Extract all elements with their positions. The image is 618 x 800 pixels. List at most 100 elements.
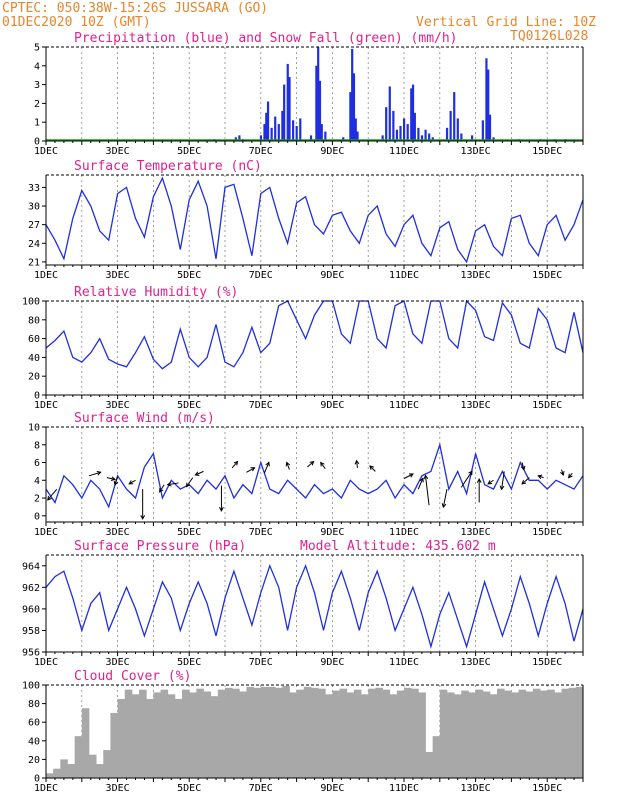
precip-bar xyxy=(259,135,262,141)
cloud-bar xyxy=(461,690,469,778)
x-tick-label: 15DEC xyxy=(532,146,562,157)
cloud-bar xyxy=(60,759,68,778)
y-tick-label: 5 xyxy=(34,43,40,54)
y-tick-label: 27 xyxy=(28,220,40,231)
cloud-bar xyxy=(239,691,247,778)
wind-arrow xyxy=(521,462,525,470)
precip-bar xyxy=(431,137,434,141)
cloud-bar xyxy=(167,694,176,778)
wind-arrow xyxy=(442,489,448,508)
cloud-bar xyxy=(389,694,398,778)
cloud-bar xyxy=(561,688,570,778)
wind-arrow-head xyxy=(487,480,493,485)
cloud-bar xyxy=(382,689,391,778)
wind-arrow xyxy=(246,467,255,473)
panel-title: Relative Humidity (%) xyxy=(74,285,238,300)
precip-bar xyxy=(488,114,492,141)
wind-arrow-head xyxy=(219,507,224,512)
y-tick-label: 60 xyxy=(28,334,40,345)
cloud-bar xyxy=(411,688,419,778)
series-line xyxy=(45,563,584,650)
cloud-bar xyxy=(124,689,133,778)
y-tick-label: 80 xyxy=(28,699,40,710)
x-tick-label: 11DEC xyxy=(389,270,419,281)
cloud-bar xyxy=(525,691,534,778)
x-tick-label: 7DEC xyxy=(249,400,273,411)
y-tick-label: 958 xyxy=(22,626,40,637)
wind-arrow xyxy=(106,477,116,480)
wind-arrow xyxy=(47,488,58,501)
x-tick-label: 9DEC xyxy=(320,400,344,411)
wind-arrow xyxy=(417,478,424,490)
wind-arrow xyxy=(231,461,238,469)
wind-arrow-head xyxy=(110,476,116,481)
cloud-bar xyxy=(432,736,441,778)
cloud-bar xyxy=(117,698,126,778)
precip-bar xyxy=(428,133,431,141)
wind-arrow xyxy=(460,470,473,488)
cloud-bar xyxy=(504,690,512,778)
y-tick-label: 24 xyxy=(28,239,40,250)
y-tick-label: 964 xyxy=(22,561,40,572)
x-tick-label: 7DEC xyxy=(249,783,273,794)
wind-arrow-head xyxy=(521,479,527,485)
wind-arrow xyxy=(424,475,430,506)
cloud-bar xyxy=(325,694,333,778)
precip-bar xyxy=(385,107,388,141)
cloud-bar xyxy=(160,689,169,778)
precip-bar xyxy=(281,110,284,141)
wind-arrow xyxy=(501,471,505,490)
precip-bar xyxy=(286,63,289,141)
series-line xyxy=(45,176,584,264)
panel-title: Surface Pressure (hPa) xyxy=(74,539,246,554)
x-tick-label: 7DEC xyxy=(249,527,273,538)
x-tick-label: 13DEC xyxy=(461,527,491,538)
precip-bar xyxy=(351,48,354,141)
y-tick-label: 956 xyxy=(22,648,40,659)
x-tick-label: 7DEC xyxy=(249,657,273,668)
x-tick-label: 15DEC xyxy=(532,783,562,794)
cloud-bar xyxy=(540,690,548,778)
y-tick-label: 2 xyxy=(34,99,40,110)
x-tick-label: 5DEC xyxy=(177,146,201,157)
x-tick-label: 9DEC xyxy=(320,783,344,794)
cloud-bar xyxy=(482,691,491,778)
wind-arrow-head xyxy=(285,461,291,467)
x-tick-label: 11DEC xyxy=(389,657,419,668)
precip-bar xyxy=(277,124,280,141)
precip-bar xyxy=(388,86,391,141)
wind-arrow-head xyxy=(499,485,505,491)
precip-bar xyxy=(317,47,320,141)
cloud-bar xyxy=(246,686,255,778)
wind-arrow xyxy=(114,476,119,485)
precip-bar xyxy=(263,124,266,141)
x-tick-label: 1DEC xyxy=(34,783,58,794)
wind-arrow-head xyxy=(408,473,414,478)
wind-arrow-head xyxy=(265,461,270,467)
wind-arrow-head xyxy=(423,474,429,480)
x-tick-label: 11DEC xyxy=(389,527,419,538)
y-tick-label: 0 xyxy=(34,774,40,785)
precip-bar xyxy=(481,120,484,141)
precip-bar xyxy=(471,135,474,141)
precip-bar xyxy=(410,88,413,141)
panel-press: Surface Pressure (hPa) Model Altitude: 43… xyxy=(22,539,584,668)
wind-arrow xyxy=(186,477,194,487)
x-tick-label: 3DEC xyxy=(106,270,130,281)
y-tick-label: 20 xyxy=(28,755,40,766)
wind-arrow-head xyxy=(369,465,374,470)
precip-bar xyxy=(413,112,416,141)
x-tick-label: 1DEC xyxy=(34,527,58,538)
cloud-bar xyxy=(196,688,204,778)
cloud-bar xyxy=(203,691,212,778)
y-tick-label: 100 xyxy=(22,681,40,692)
cloud-bar xyxy=(361,694,369,778)
y-tick-label: 80 xyxy=(28,315,40,326)
cloud-bar xyxy=(318,688,326,778)
y-tick-label: 6 xyxy=(34,458,40,469)
cloud-bar xyxy=(103,750,111,778)
cloud-bar xyxy=(346,692,355,778)
x-tick-label: 7DEC xyxy=(249,146,273,157)
cloud-bar xyxy=(232,688,240,778)
x-tick-label: 13DEC xyxy=(461,657,491,668)
